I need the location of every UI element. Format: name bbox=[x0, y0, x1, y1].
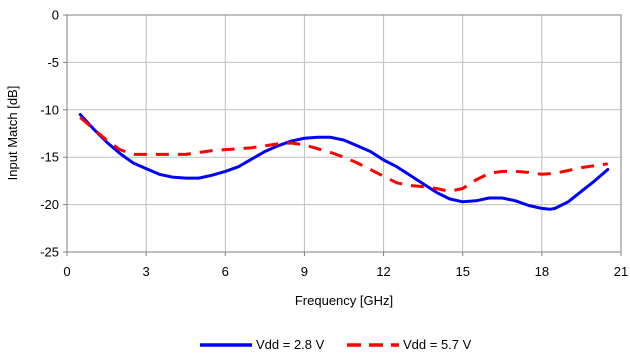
y-tick-label: -10 bbox=[40, 102, 59, 117]
x-tick-label: 6 bbox=[222, 264, 229, 279]
legend: Vdd = 2.8 V Vdd = 5.7 V bbox=[200, 337, 472, 352]
x-tick-label: 21 bbox=[614, 264, 628, 279]
legend-label-vdd-2-8: Vdd = 2.8 V bbox=[256, 337, 325, 352]
legend-label-vdd-5-7: Vdd = 5.7 V bbox=[403, 337, 472, 352]
y-tick-label: -25 bbox=[40, 245, 59, 260]
series-line-vdd-2-8 bbox=[78, 113, 610, 211]
x-axis-title: Frequency [GHz] bbox=[295, 293, 393, 308]
series-line-vdd-5-7 bbox=[79, 116, 609, 193]
plot-border bbox=[66, 14, 622, 253]
y-axis-title: Input Match [dB] bbox=[5, 86, 20, 181]
y-tick-label: 0 bbox=[52, 8, 59, 23]
x-tick-label: 18 bbox=[535, 264, 549, 279]
y-tick-label: -15 bbox=[40, 150, 59, 165]
x-tick-labels: 0 3 6 9 12 15 18 21 bbox=[63, 252, 628, 279]
x-tick-label: 9 bbox=[301, 264, 308, 279]
y-tick-label: -20 bbox=[40, 197, 59, 212]
x-tick-label: 0 bbox=[63, 264, 70, 279]
x-tick-label: 3 bbox=[143, 264, 150, 279]
x-tick-label: 12 bbox=[376, 264, 390, 279]
series-lines bbox=[78, 113, 610, 211]
x-tick-label: 15 bbox=[455, 264, 469, 279]
plot-area bbox=[67, 15, 621, 252]
y-tick-label: -5 bbox=[47, 55, 59, 70]
y-tick-labels: 0 -5 -10 -15 -20 -25 bbox=[40, 8, 67, 260]
